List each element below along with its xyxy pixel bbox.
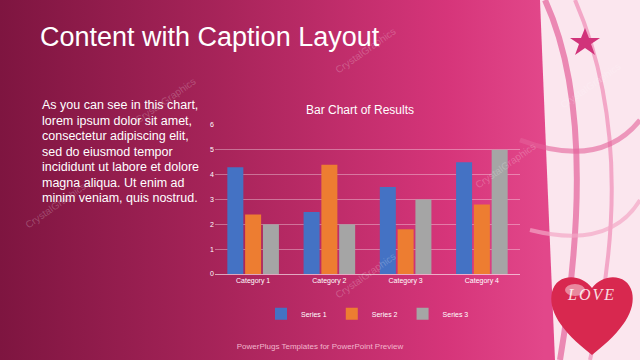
- svg-text:Series 1: Series 1: [301, 311, 327, 318]
- svg-text:0: 0: [210, 270, 214, 277]
- svg-text:Category 3: Category 3: [389, 277, 423, 285]
- svg-text:1: 1: [210, 246, 214, 253]
- svg-text:5: 5: [210, 146, 214, 153]
- svg-text:2: 2: [210, 221, 214, 228]
- svg-text:3: 3: [210, 196, 214, 203]
- svg-text:Series 3: Series 3: [443, 311, 469, 318]
- svg-text:Category 4: Category 4: [465, 277, 499, 285]
- svg-text:4: 4: [210, 171, 214, 178]
- svg-text:6: 6: [210, 121, 214, 128]
- svg-text:Bar Chart of Results: Bar Chart of Results: [306, 103, 414, 117]
- svg-text:Series 2: Series 2: [372, 311, 398, 318]
- svg-text:Category 1: Category 1: [236, 277, 270, 285]
